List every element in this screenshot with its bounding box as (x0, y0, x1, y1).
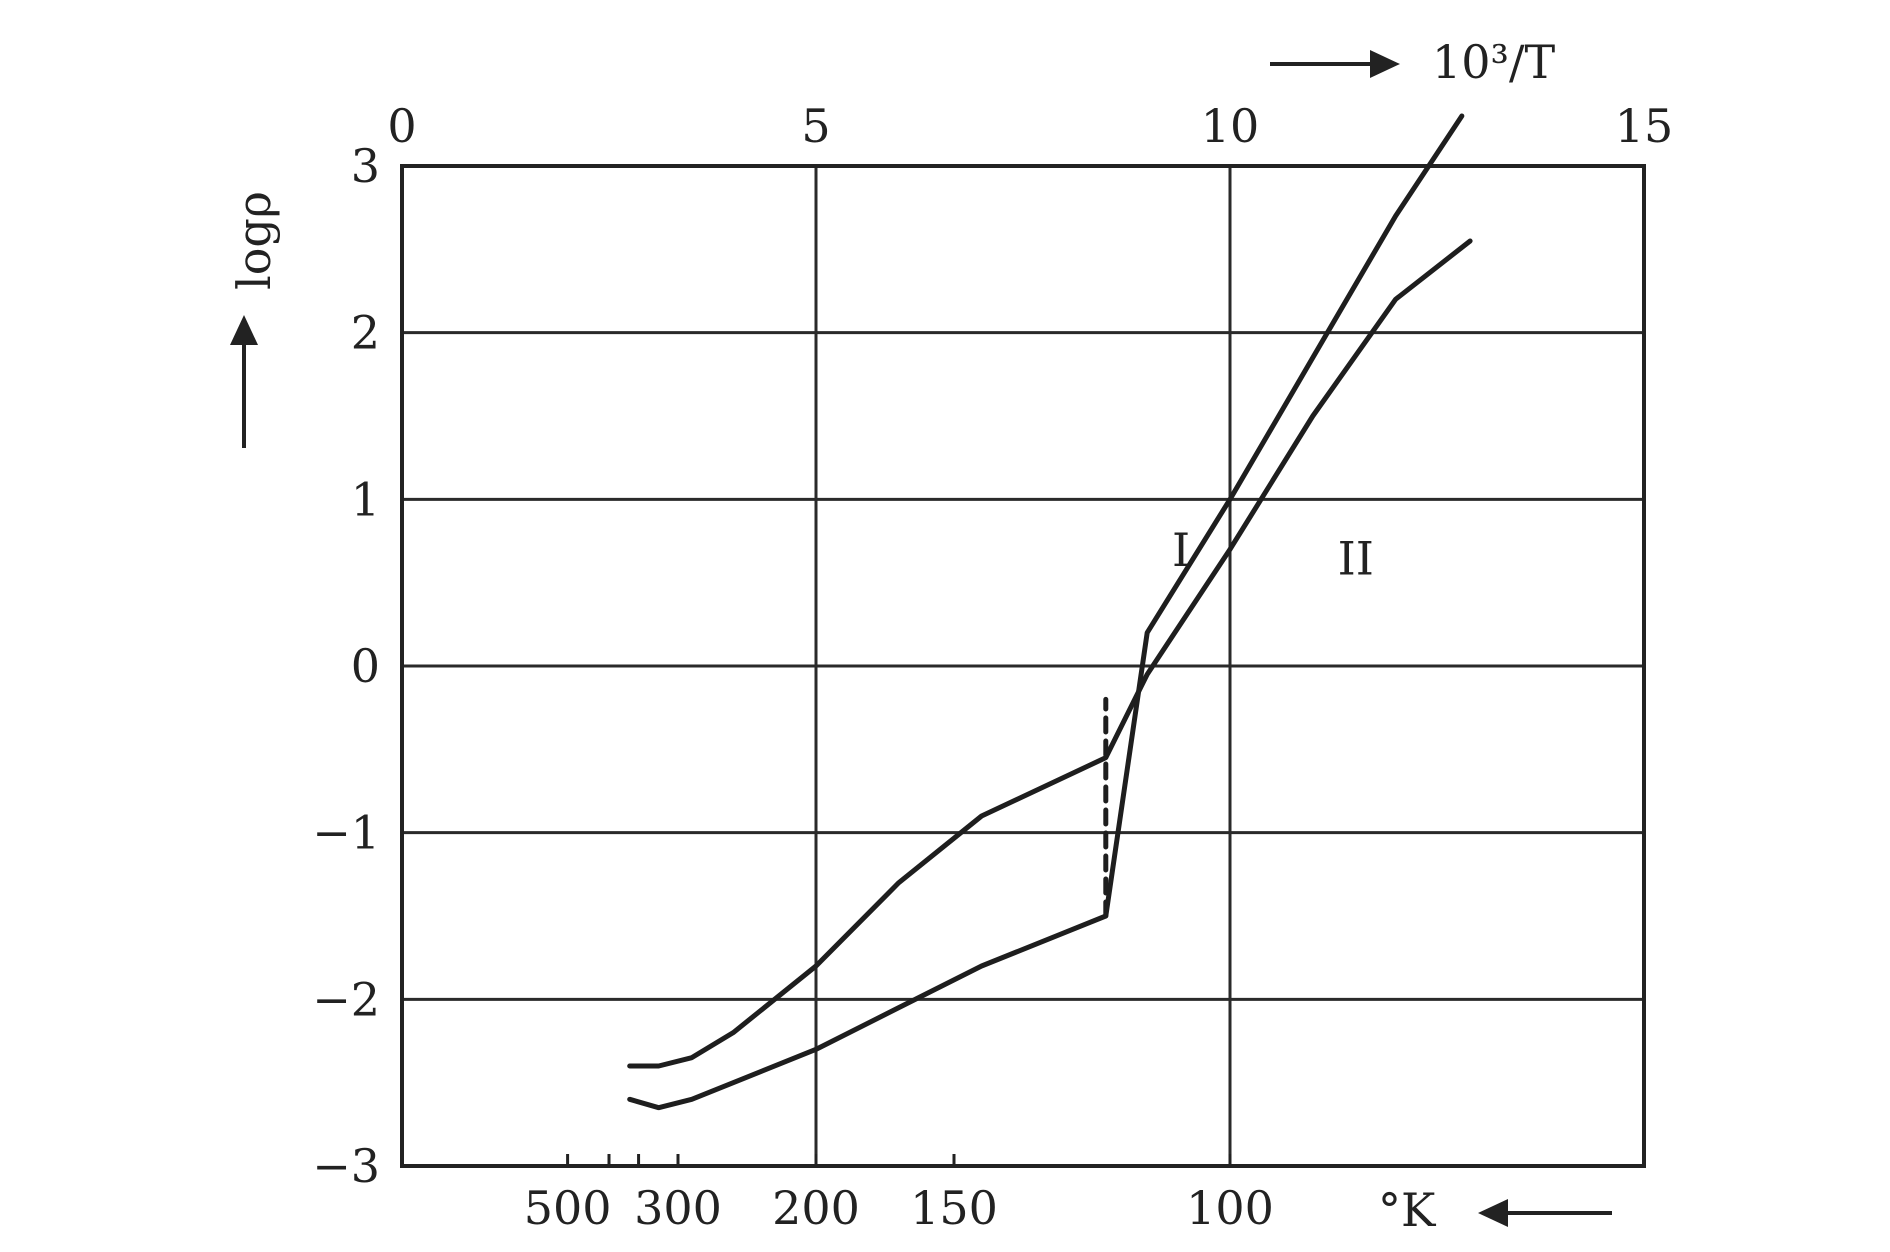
curve-label-I: I (1172, 523, 1190, 577)
bottom-tick-label: 100 (1186, 1181, 1274, 1235)
bottom-tick-label: 200 (772, 1181, 860, 1235)
series-line-II (627, 113, 1465, 1111)
y-tick-label: −1 (312, 806, 380, 860)
y-tick-label: 1 (351, 472, 380, 526)
curve-layer (627, 113, 1473, 1111)
y-tick-label: 0 (351, 639, 380, 693)
bottom-axis-label: °K (1378, 1183, 1437, 1237)
bottom-axis-label-group: °K (1378, 1183, 1612, 1237)
y-axis-label: logρ (227, 191, 281, 290)
curve-label-II: II (1338, 531, 1374, 585)
top-tick-label: 5 (801, 99, 830, 153)
grid-lines (402, 166, 1644, 1166)
bottom-tick-label: 150 (910, 1181, 998, 1235)
top-tick-label: 10 (1201, 99, 1260, 153)
plot-frame (400, 164, 1646, 1168)
y-axis-label-group: logρ (227, 191, 281, 448)
curve-annotations: I II (1172, 523, 1374, 585)
bottom-tick-label: 500 (524, 1181, 612, 1235)
y-axis-arrowhead-icon (230, 315, 258, 345)
top-axis-label: 10³/T (1432, 35, 1555, 89)
y-tick-label: −2 (312, 972, 380, 1026)
top-tick-label: 15 (1615, 99, 1674, 153)
y-tick-label: 2 (351, 306, 380, 360)
y-tick-label: 3 (351, 139, 380, 193)
top-tick-label: 0 (387, 99, 416, 153)
top-axis-arrowhead-icon (1370, 50, 1400, 78)
bottom-axis-arrowhead-icon (1478, 1199, 1508, 1227)
top-axis-label-group: 10³/T (1270, 35, 1555, 89)
y-tick-label: −3 (312, 1139, 380, 1193)
bottom-tick-label: 300 (634, 1181, 722, 1235)
series-line-I (627, 238, 1473, 1069)
